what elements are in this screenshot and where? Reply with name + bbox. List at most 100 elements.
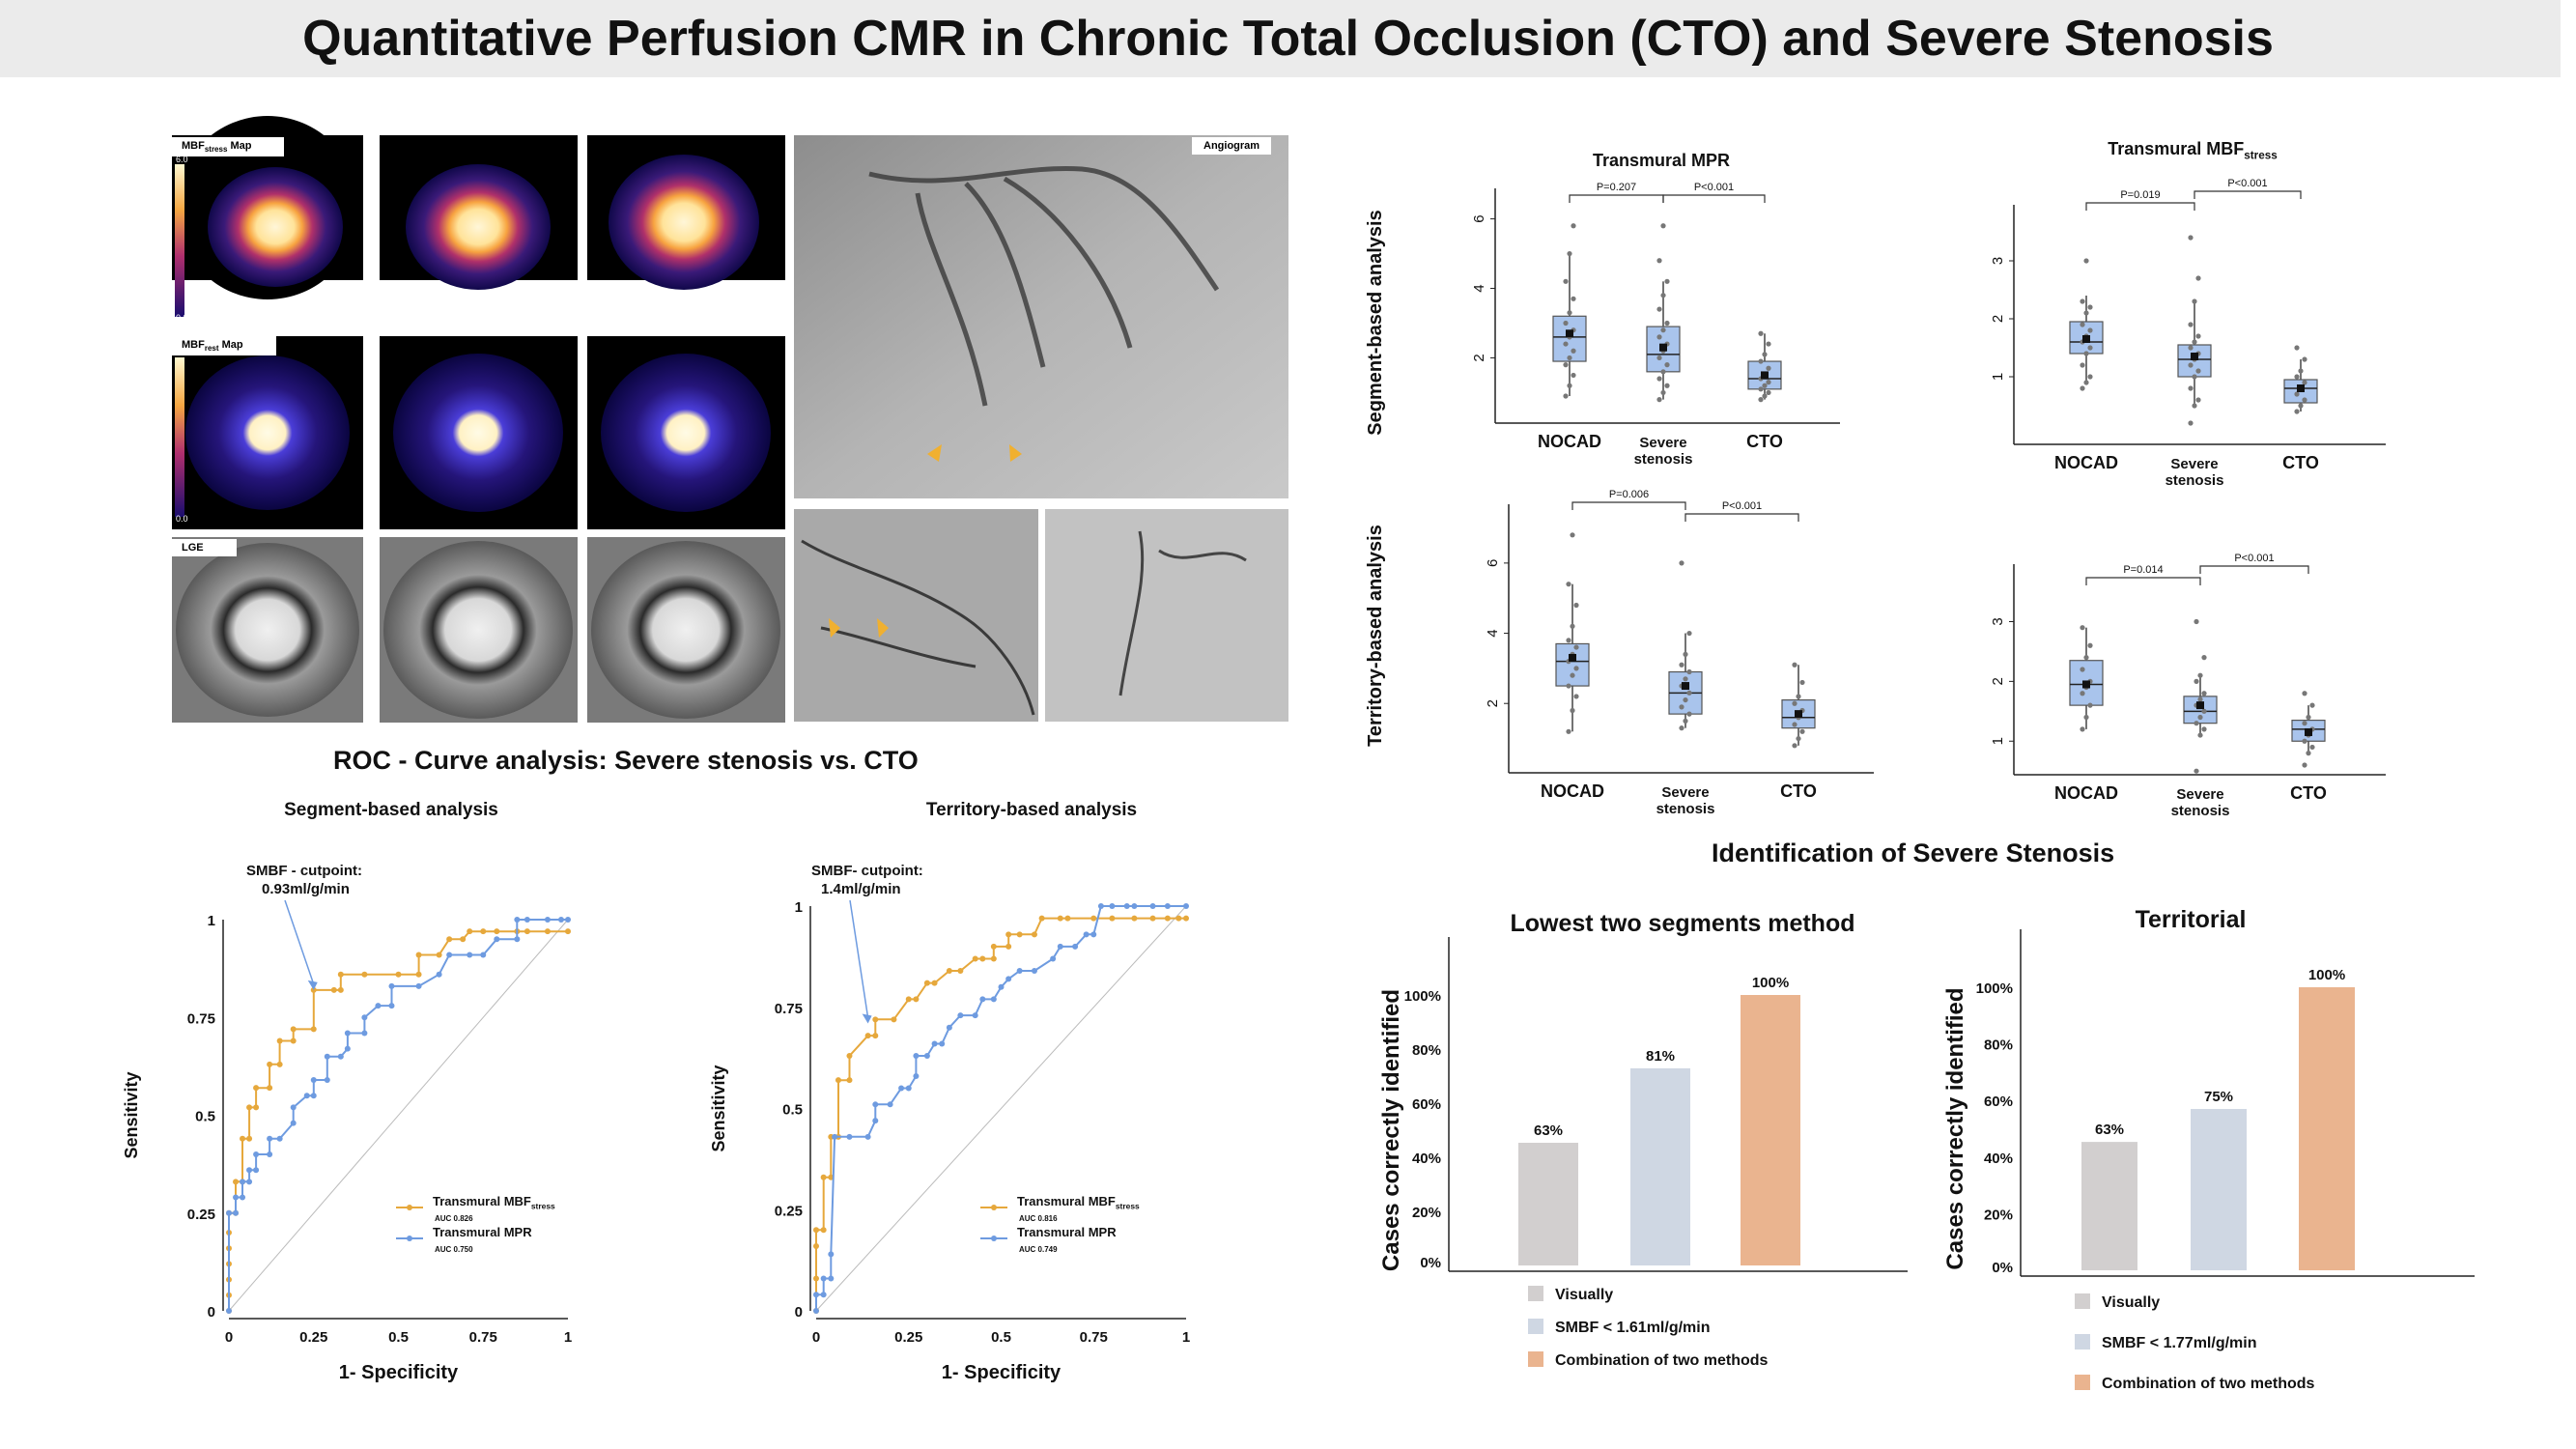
data-point <box>2306 714 2311 721</box>
roc-point <box>972 1012 978 1019</box>
roc-point <box>813 1275 819 1282</box>
data-point <box>2294 409 2300 414</box>
colorbar-rest <box>175 357 184 517</box>
y-axis-label: Sensitivity <box>709 1065 728 1151</box>
roc-point <box>267 1085 273 1092</box>
data-point <box>1656 397 1662 403</box>
y-tick-label: 6 <box>1485 559 1501 567</box>
roc-point <box>1097 903 1104 909</box>
data-point <box>1567 250 1572 257</box>
roc-point <box>480 928 487 935</box>
mbf-stress-map-1 <box>172 116 363 299</box>
p-value-label: P=0.019 <box>2120 189 2160 201</box>
data-point <box>1686 630 1692 637</box>
data-point <box>1792 662 1798 668</box>
data-point <box>1571 296 1576 301</box>
roc-point <box>446 952 453 958</box>
roc-point <box>820 1275 827 1282</box>
data-point <box>2201 691 2207 696</box>
category-label: NOCAD <box>2054 453 2118 472</box>
data-point <box>1686 711 1692 717</box>
data-point <box>1758 386 1764 392</box>
p-value-label: P<0.001 <box>2234 553 2274 564</box>
data-point <box>1656 334 1662 340</box>
roc-point <box>253 1085 260 1092</box>
roc-point <box>467 952 473 958</box>
data-point <box>1796 735 1801 742</box>
data-point <box>2080 322 2085 327</box>
bar <box>2081 1142 2137 1270</box>
data-point <box>2192 339 2197 345</box>
data-point <box>1758 330 1764 336</box>
legend-label-0: Transmural MBFstress <box>433 1194 555 1210</box>
roc-point <box>467 928 473 935</box>
data-point <box>2080 362 2085 368</box>
box-chart-box-ter-mpr: Territory-based analysis 2 4 6 NOCAD Severest… <box>1365 489 1874 817</box>
data-point <box>2188 420 2194 426</box>
data-point <box>1567 310 1572 316</box>
legend-swatch <box>1528 1351 1543 1367</box>
legend-auc-1: AUC 0.750 <box>435 1245 473 1254</box>
roc-point <box>388 1003 395 1009</box>
y-tick-label: 60% <box>1984 1094 2013 1110</box>
roc-point <box>436 952 442 958</box>
colorbar-rest-min: 0.0 <box>176 514 188 524</box>
y-axis-label: Sensitivity <box>122 1071 141 1158</box>
legend-marker-1 <box>407 1236 412 1241</box>
annotation-arrowhead <box>307 980 318 990</box>
data-point <box>1563 341 1569 347</box>
data-point <box>2302 397 2307 403</box>
roc-point <box>324 1053 330 1060</box>
data-point <box>2080 385 2085 391</box>
data-point <box>1660 223 1666 229</box>
data-point <box>1656 355 1662 361</box>
box <box>1552 315 1587 362</box>
roc-point <box>1090 915 1097 922</box>
mbf-stress-map-2 <box>380 135 578 290</box>
roc-point <box>946 968 952 975</box>
y-tick-label: 1 <box>1990 373 2006 381</box>
angiogram-inset-2 <box>1045 509 1288 722</box>
data-point <box>2195 368 2201 374</box>
roc-point <box>303 1093 310 1099</box>
data-point <box>2188 385 2194 391</box>
cutpoint-value: 0.93ml/g/min <box>262 881 350 897</box>
data-point <box>1683 718 1688 724</box>
mean-marker <box>2191 353 2198 360</box>
data-point <box>1686 690 1692 696</box>
data-point <box>1567 355 1572 361</box>
data-point <box>1573 694 1579 699</box>
significance-bracket <box>1569 194 1664 203</box>
y-axis-label: Cases correctly identified <box>1942 987 1968 1269</box>
reference-diagonal <box>228 919 569 1312</box>
data-point <box>1570 672 1575 678</box>
bar-title: Territorial <box>2136 906 2247 933</box>
data-point <box>2195 275 2201 281</box>
data-point <box>1570 623 1575 629</box>
data-point <box>2298 403 2304 409</box>
roc-point <box>361 971 368 978</box>
data-point <box>1762 393 1768 399</box>
box-title: Transmural MBFstress <box>2108 139 2278 162</box>
data-point <box>1570 707 1575 714</box>
roc-point <box>276 1037 283 1044</box>
roc-point <box>240 1135 246 1142</box>
data-point <box>2087 374 2093 380</box>
row-label: Territory-based analysis <box>1365 525 1386 747</box>
data-point <box>2080 691 2085 696</box>
bar <box>1518 1142 1578 1265</box>
bar-chart-bar-territorial: Territorial Cases correctly identified 0% 2… <box>1942 906 2475 1392</box>
data-point <box>1792 743 1798 749</box>
roc-point <box>253 1167 260 1174</box>
roc-point <box>813 1242 819 1249</box>
roc-point <box>913 1053 920 1060</box>
data-point <box>2201 708 2207 714</box>
bar <box>2191 1108 2247 1270</box>
data-point <box>1679 704 1684 710</box>
roc-point <box>240 1179 246 1185</box>
y-tick-label: 0 <box>795 1304 803 1321</box>
data-point <box>2188 345 2194 351</box>
roc-point <box>226 1209 232 1216</box>
roc-chart-roc-territory: Territory-based analysis 00 0.25 0.25 0.5 0.5… <box>709 800 1190 1383</box>
title-bar: Quantitative Perfusion CMR in Chronic To… <box>0 0 2561 77</box>
